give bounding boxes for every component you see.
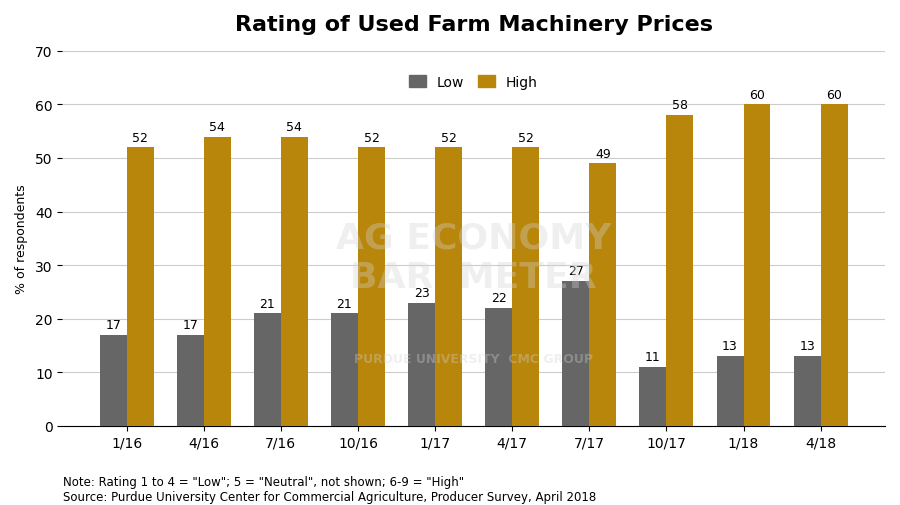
Bar (203, 137, 230, 426)
Bar (281, 137, 308, 426)
Bar (485, 309, 512, 426)
Bar (590, 164, 616, 426)
Text: 11: 11 (645, 350, 661, 364)
Bar (512, 148, 539, 426)
Text: 52: 52 (364, 131, 380, 144)
Text: AG ECONOMY
BAR  METER: AG ECONOMY BAR METER (336, 221, 611, 294)
Bar (562, 282, 590, 426)
Bar (743, 105, 770, 426)
Text: Note: Rating 1 to 4 = "Low"; 5 = "Neutral", not shown; 6-9 = "High": Note: Rating 1 to 4 = "Low"; 5 = "Neutra… (63, 475, 464, 488)
Text: 22: 22 (491, 291, 507, 305)
Bar (408, 303, 435, 426)
Legend: Low, High: Low, High (404, 70, 544, 95)
Bar (639, 367, 666, 426)
Text: 13: 13 (799, 340, 815, 352)
Bar (435, 148, 462, 426)
Y-axis label: % of respondents: % of respondents (15, 184, 28, 293)
Title: Rating of Used Farm Machinery Prices: Rating of Used Farm Machinery Prices (235, 15, 713, 35)
Text: 17: 17 (105, 318, 122, 331)
Text: 13: 13 (722, 340, 738, 352)
Text: 17: 17 (183, 318, 198, 331)
Bar (176, 335, 203, 426)
Text: 54: 54 (286, 121, 302, 133)
Text: 52: 52 (441, 131, 456, 144)
Text: 27: 27 (568, 265, 584, 278)
Text: 21: 21 (337, 297, 353, 310)
Text: PURDUE UNIVERSITY  CMC GROUP: PURDUE UNIVERSITY CMC GROUP (354, 352, 593, 365)
Bar (331, 314, 358, 426)
Text: Source: Purdue University Center for Commercial Agriculture, Producer Survey, Ap: Source: Purdue University Center for Com… (63, 490, 596, 503)
Text: 60: 60 (826, 88, 842, 102)
Bar (358, 148, 385, 426)
Bar (127, 148, 154, 426)
Bar (821, 105, 848, 426)
Bar (254, 314, 281, 426)
Bar (794, 357, 821, 426)
Text: 54: 54 (210, 121, 225, 133)
Text: 52: 52 (518, 131, 534, 144)
Text: 49: 49 (595, 147, 611, 160)
Bar (100, 335, 127, 426)
Text: 58: 58 (672, 99, 688, 112)
Bar (666, 116, 693, 426)
Text: 21: 21 (259, 297, 275, 310)
Bar (716, 357, 743, 426)
Text: 23: 23 (414, 286, 429, 299)
Text: 52: 52 (132, 131, 148, 144)
Text: 60: 60 (749, 88, 765, 102)
